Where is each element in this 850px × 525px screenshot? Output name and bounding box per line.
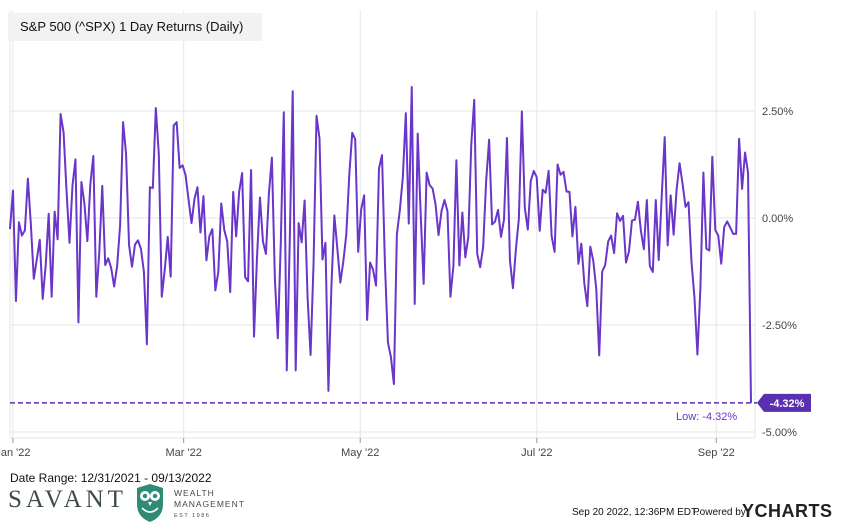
x-tick-label: Mar '22 [166, 447, 202, 459]
savant-brand-logo: SAVANT WEALTH MANAGEMENT EST 1986 [8, 484, 268, 524]
footer-timestamp: Sep 20 2022, 12:36PM EDT. [572, 507, 699, 518]
y-tick-label: -2.50% [762, 320, 797, 332]
low-value-label: Low: -4.32% [676, 411, 737, 423]
y-tick-label: 0.00% [762, 213, 793, 225]
series-layer [9, 86, 752, 403]
ycharts-logo[interactable]: YCHARTS [742, 501, 833, 521]
x-tick-label: Sep '22 [698, 447, 735, 459]
low-marker-layer: -4.32% Low: -4.32% [10, 393, 811, 423]
brand-est: EST 1986 [174, 513, 211, 519]
title-box [8, 13, 262, 41]
grid-layer [9, 10, 756, 439]
low-value-badge [757, 393, 811, 412]
x-tick-label: May '22 [341, 447, 379, 459]
axis-layer: 2.50% 0.00% -2.50% -5.00% Jan '22 Mar '22 May … [0, 106, 797, 459]
y-tick-label: 2.50% [762, 106, 793, 118]
low-value-badge-label: -4.32% [770, 398, 805, 410]
brand-name: SAVANT [8, 486, 127, 513]
date-range: Date Range: 12/31/2021 - 09/13/2022 [10, 471, 212, 485]
x-tick-label: Jan '22 [0, 447, 30, 459]
series-line [9, 86, 752, 403]
y-tick-label: -5.00% [762, 427, 797, 439]
owl-logo-icon [137, 484, 163, 522]
brand-sub-wealth: WEALTH [174, 488, 215, 498]
x-tick-label: Jul '22 [521, 447, 552, 459]
chart-title: S&P 500 (^SPX) 1 Day Returns (Daily) [20, 19, 244, 34]
brand-sub-management: MANAGEMENT [174, 499, 245, 509]
brand-subtitle: WEALTH MANAGEMENT [174, 488, 245, 510]
powered-by-label: Powered by [693, 507, 746, 518]
